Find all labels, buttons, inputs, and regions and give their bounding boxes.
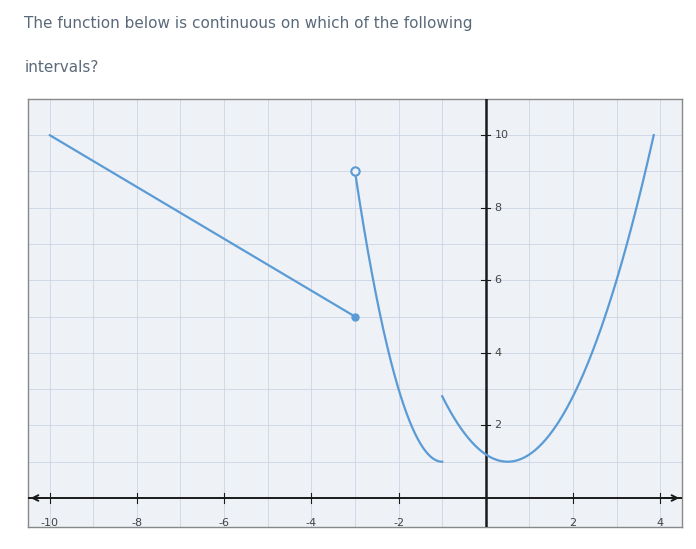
Text: 6: 6 [495,275,502,285]
Text: 4: 4 [495,348,502,358]
Text: -8: -8 [132,518,143,528]
Text: 8: 8 [495,203,502,212]
Text: 10: 10 [495,130,509,140]
Text: 2: 2 [495,421,502,430]
Text: -2: -2 [393,518,404,528]
Text: intervals?: intervals? [24,60,99,75]
Text: -6: -6 [219,518,230,528]
Text: 4: 4 [657,518,664,528]
Text: -4: -4 [306,518,317,528]
Text: -10: -10 [40,518,58,528]
Text: The function below is continuous on which of the following: The function below is continuous on whic… [24,16,473,31]
Text: 2: 2 [569,518,576,528]
